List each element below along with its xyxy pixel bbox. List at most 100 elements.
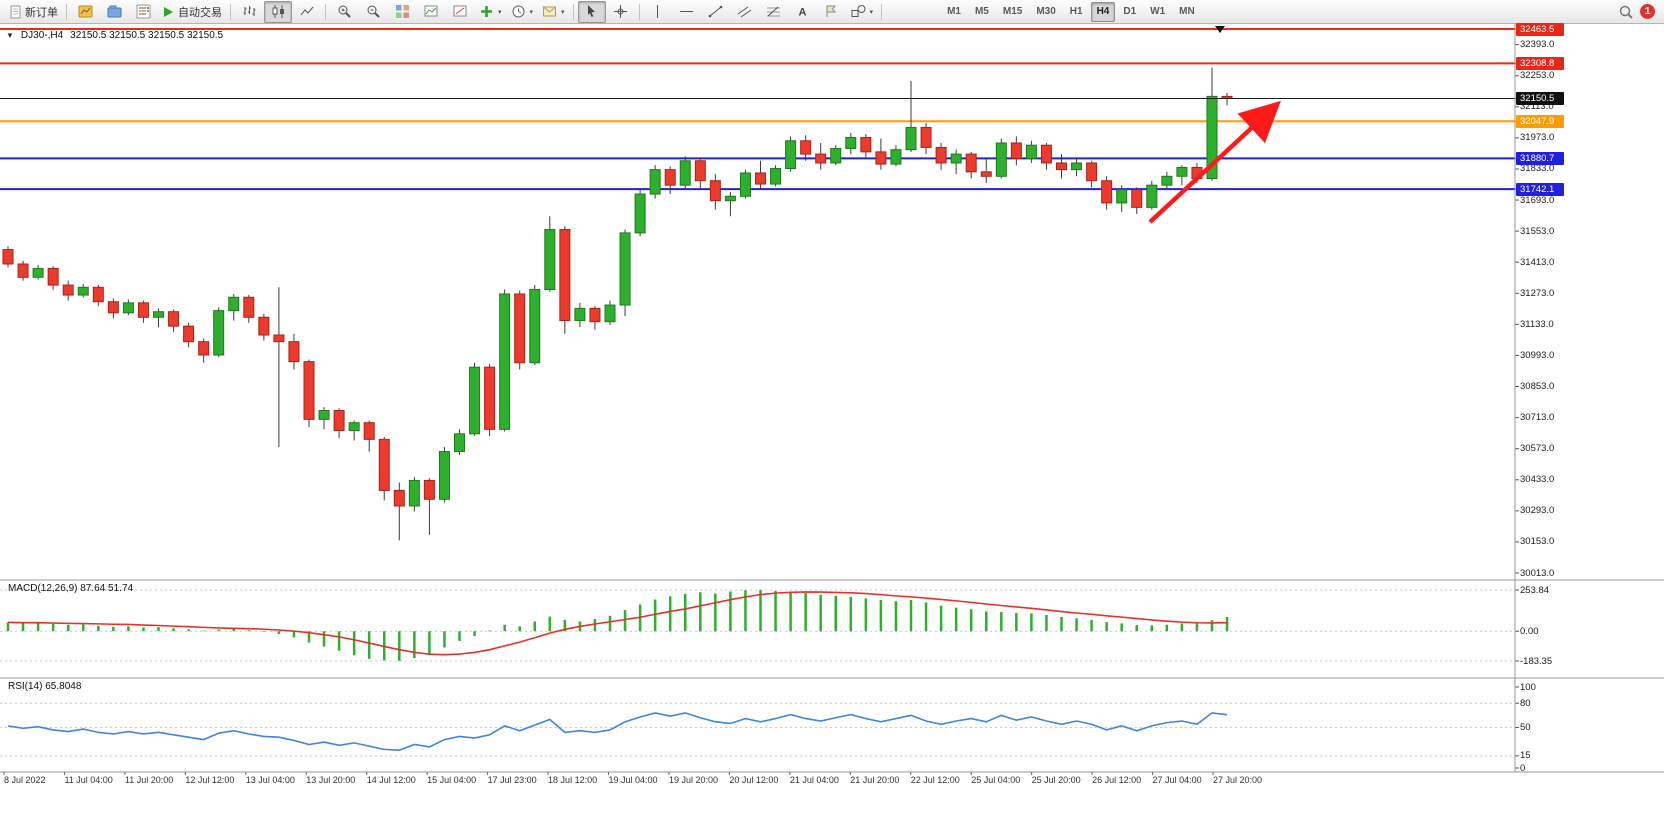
chart-area[interactable]: ▼ DJ30-,H4 32150.5 32150.5 32150.5 32150… xyxy=(0,22,1664,840)
new-order-button[interactable]: 新订单 xyxy=(5,1,62,23)
horizontal-line-icon xyxy=(680,11,694,12)
candlestick-chart-button[interactable] xyxy=(264,0,292,23)
clock-icon xyxy=(512,5,525,18)
objects-window-icon xyxy=(453,5,466,17)
candle-up xyxy=(574,307,586,322)
autotrade-button[interactable]: 自动交易 xyxy=(158,1,226,23)
toolbar-separator xyxy=(881,3,883,20)
candle-down xyxy=(47,267,59,286)
channel-icon xyxy=(737,6,752,18)
horizontal-price-lines[interactable] xyxy=(0,28,1515,191)
candle-up xyxy=(499,293,511,430)
tile-windows-icon xyxy=(395,5,409,18)
templates-button[interactable]: ▾ xyxy=(538,1,569,23)
new-chart-button[interactable] xyxy=(71,1,99,23)
candle-up xyxy=(454,433,465,453)
zoom-in-button[interactable] xyxy=(330,1,358,23)
templates-icon xyxy=(543,6,557,17)
timeframe-button-w1[interactable]: W1 xyxy=(1150,6,1166,17)
candle-up xyxy=(438,451,450,500)
text-button[interactable]: A xyxy=(789,1,817,23)
candle-down xyxy=(1056,162,1067,171)
candle-down xyxy=(1040,144,1052,164)
candle-down xyxy=(980,171,992,177)
profiles-button[interactable] xyxy=(100,1,128,23)
zoom-out-button[interactable] xyxy=(359,1,387,23)
new-chart-icon xyxy=(78,5,92,18)
trendline-button[interactable] xyxy=(702,1,730,23)
market-watch-button[interactable] xyxy=(129,1,157,23)
period-button[interactable]: ▾ xyxy=(507,1,538,23)
fibonacci-button[interactable] xyxy=(760,1,788,23)
candle-up xyxy=(213,310,225,356)
line-chart-button[interactable] xyxy=(293,1,321,23)
candle-up xyxy=(318,409,330,420)
candle-up xyxy=(544,229,556,291)
shapes-icon xyxy=(851,5,866,17)
timeframe-button-mn[interactable]: MN xyxy=(1179,6,1195,17)
toolbar: 新订单 自动交易 ▾ ▾ xyxy=(0,0,1664,24)
candle-up xyxy=(77,286,89,296)
timeframe-button-m5[interactable]: M5 xyxy=(974,6,989,17)
candle-down xyxy=(559,229,571,322)
shapes-button[interactable]: ▾ xyxy=(847,1,878,23)
vertical-line-button[interactable] xyxy=(644,1,672,23)
candle-down xyxy=(183,325,195,343)
candle-up xyxy=(619,232,631,306)
text-icon: A xyxy=(799,7,807,19)
candle-up xyxy=(890,149,902,165)
profiles-icon xyxy=(107,5,121,18)
candle-down xyxy=(514,293,526,364)
candle-down xyxy=(1010,142,1022,160)
tile-windows-button[interactable] xyxy=(388,1,416,23)
crosshair-button[interactable] xyxy=(607,1,635,23)
candle-down xyxy=(1101,180,1113,204)
arrow-label-button[interactable] xyxy=(818,1,846,23)
candle-down xyxy=(1086,162,1098,182)
candle-up xyxy=(1161,175,1173,186)
candle-down xyxy=(694,160,706,182)
cursor-button[interactable] xyxy=(577,0,606,23)
objects-window-button[interactable] xyxy=(446,1,474,23)
search-icon[interactable] xyxy=(1618,4,1634,20)
candle-down xyxy=(168,311,180,327)
bar-chart-button[interactable] xyxy=(235,1,263,23)
candle-up xyxy=(1146,184,1158,208)
candle-down xyxy=(484,366,496,430)
timeframe-button-d1[interactable]: D1 xyxy=(1123,6,1137,17)
timeframe-button-m30[interactable]: M30 xyxy=(1036,6,1056,17)
candle-down xyxy=(198,341,210,356)
top-marker-icon xyxy=(1215,26,1225,33)
candle-up xyxy=(950,153,962,164)
zoom-out-icon xyxy=(367,5,380,18)
candle-down xyxy=(2,249,14,265)
market-watch-icon xyxy=(136,4,150,19)
candle-up xyxy=(845,136,857,150)
candle-down xyxy=(17,263,29,278)
timeframe-button-m15[interactable]: M15 xyxy=(1002,6,1023,17)
channel-button[interactable] xyxy=(731,1,759,23)
candle-up xyxy=(724,195,736,202)
indicators-window-button[interactable] xyxy=(417,1,445,23)
chevron-down-icon: ▾ xyxy=(869,8,874,16)
candle-down xyxy=(935,146,947,164)
candle-down xyxy=(333,409,345,431)
timeframe-button-m1[interactable]: M1 xyxy=(947,6,961,17)
add-indicator-button[interactable]: ▾ xyxy=(475,1,506,23)
candlestick-chart-icon xyxy=(272,5,284,18)
candle-down xyxy=(1131,189,1143,208)
zoom-in-icon xyxy=(338,5,351,18)
fibonacci-icon xyxy=(767,6,781,17)
candle-down xyxy=(664,169,676,186)
timeframe-button-h4[interactable]: H4 xyxy=(1090,1,1116,22)
candle-down xyxy=(800,140,812,155)
horizontal-line-button[interactable] xyxy=(673,1,701,23)
notification-badge[interactable]: 1 xyxy=(1640,4,1655,19)
timeframe-button-h1[interactable]: H1 xyxy=(1069,6,1083,17)
candle-up xyxy=(770,168,782,185)
trend-arrow-annotation[interactable] xyxy=(1148,100,1281,224)
candle-up xyxy=(634,193,646,234)
candle-up xyxy=(122,302,134,314)
macd-signal-line xyxy=(7,591,1228,656)
rsi-line xyxy=(7,712,1228,751)
